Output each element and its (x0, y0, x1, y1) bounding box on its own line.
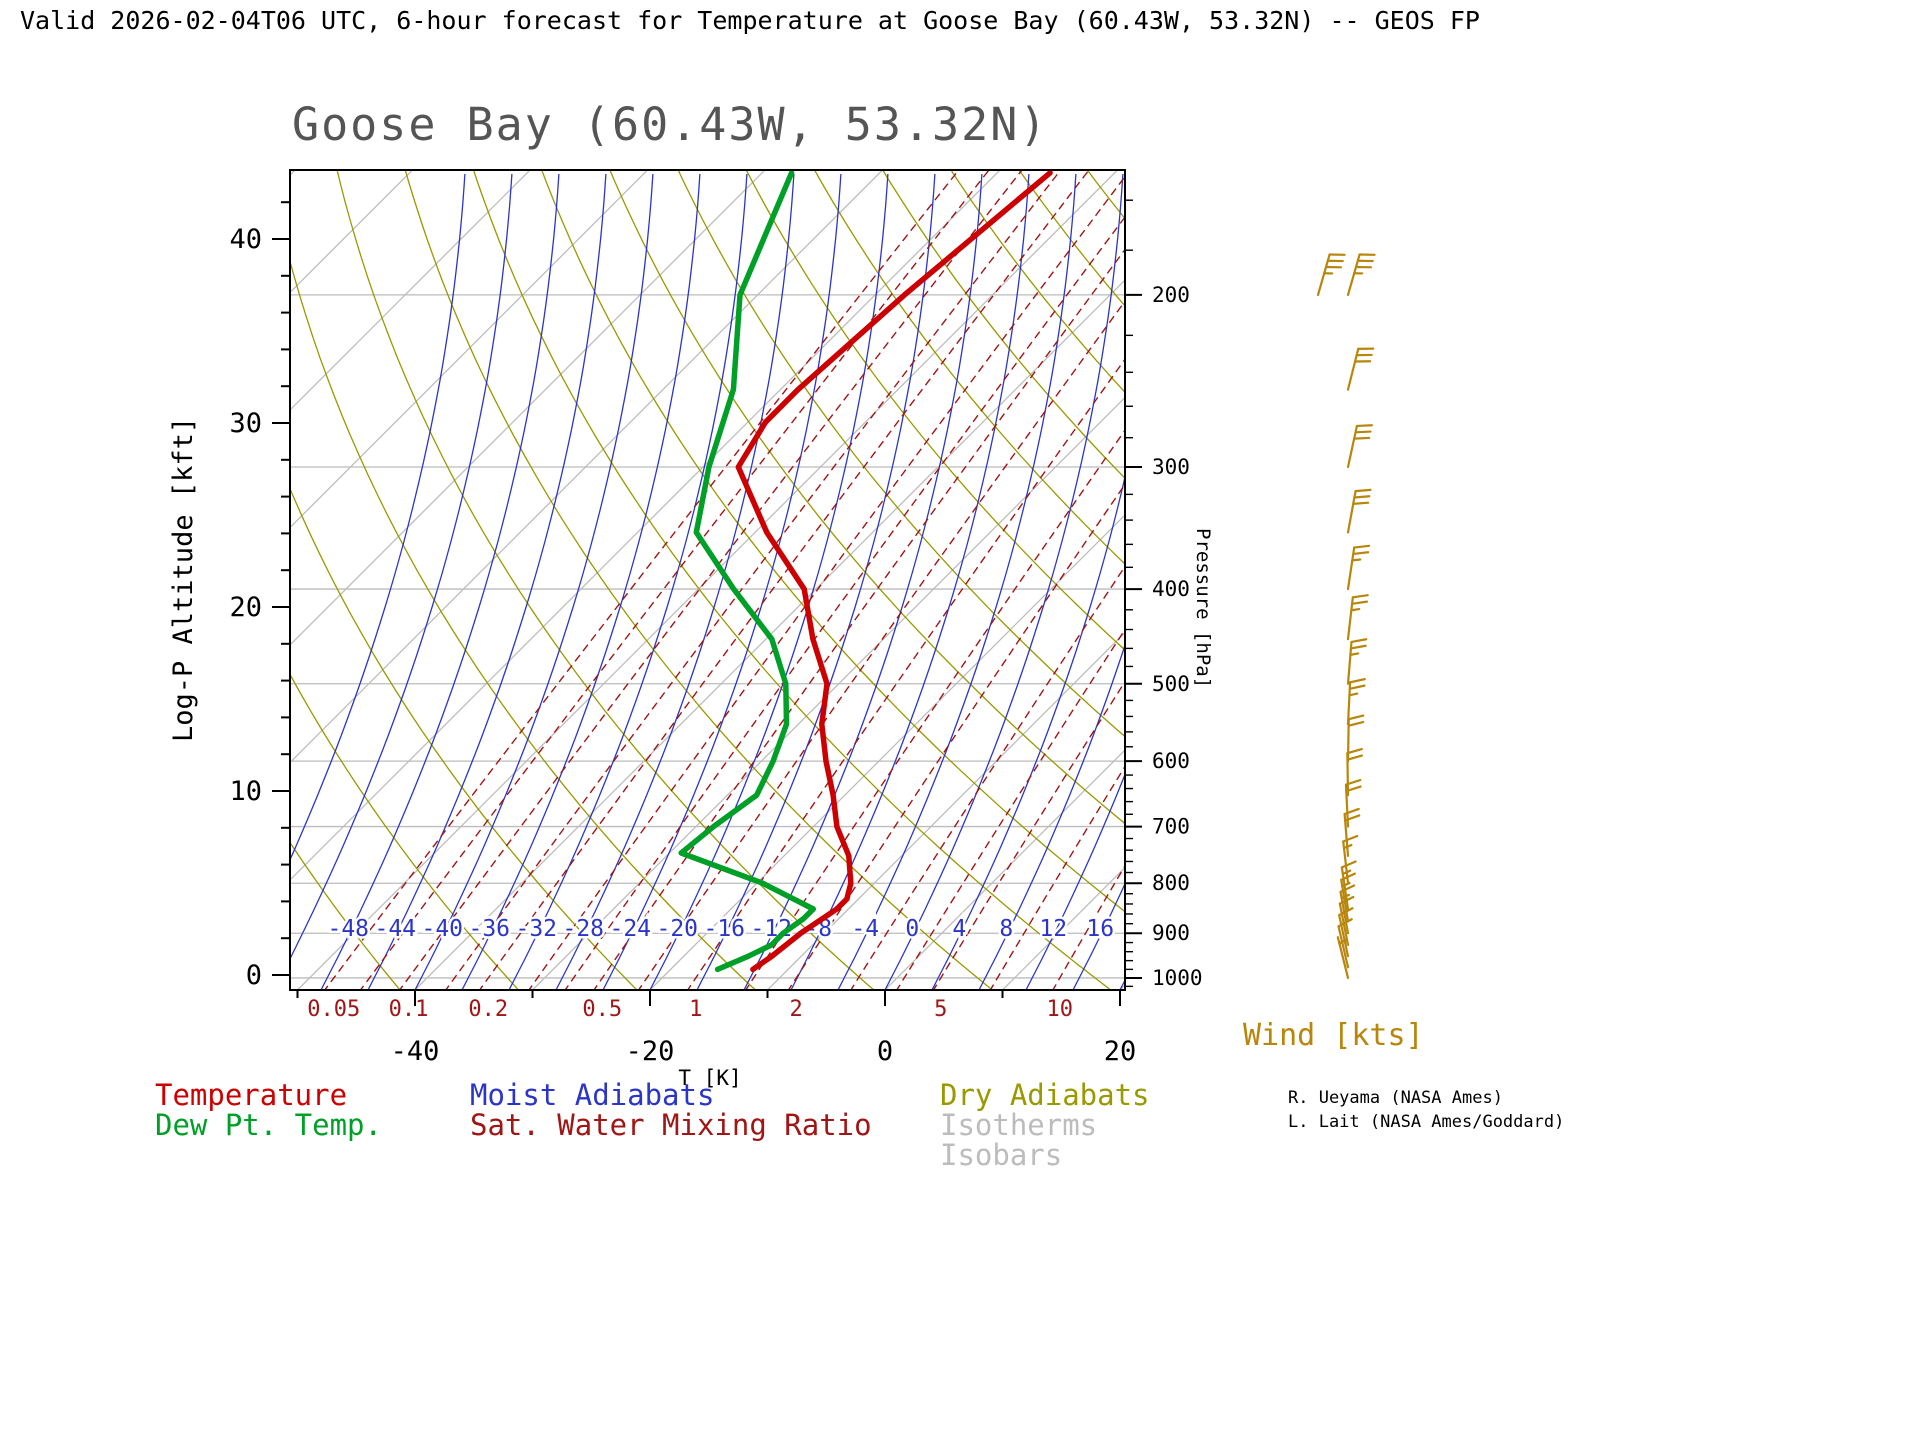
credit-line-2: L. Lait (NASA Ames/Goddard) (1288, 1112, 1565, 1132)
svg-text:30: 30 (229, 408, 262, 439)
moist-adiabats-layer (290, 173, 1125, 990)
legend-isotherms: Isotherms (940, 1108, 1098, 1142)
svg-text:300: 300 (1152, 455, 1190, 479)
svg-text:20: 20 (1104, 1036, 1137, 1067)
chart-title: Goose Bay (60.43W, 53.32N) (292, 98, 1049, 151)
dry-adiabats-layer (290, 170, 1125, 990)
svg-text:-20: -20 (656, 916, 698, 942)
legend-temperature: Temperature (155, 1078, 348, 1112)
svg-text:0.2: 0.2 (468, 997, 508, 1022)
svg-text:20: 20 (229, 592, 262, 623)
svg-text:12: 12 (1039, 916, 1067, 942)
svg-text:2: 2 (790, 997, 803, 1022)
temperature-dewpoint-profiles (678, 170, 1053, 973)
svg-text:0.1: 0.1 (389, 997, 429, 1022)
svg-text:800: 800 (1152, 871, 1190, 895)
svg-text:10: 10 (1047, 997, 1074, 1022)
svg-text:900: 900 (1152, 921, 1190, 945)
svg-text:0: 0 (877, 1036, 893, 1067)
svg-text:-40: -40 (421, 916, 463, 942)
svg-text:10: 10 (229, 776, 262, 807)
credit-line-1: R. Ueyama (NASA Ames) (1288, 1088, 1503, 1108)
svg-text:-4: -4 (851, 916, 879, 942)
svg-text:200: 200 (1152, 283, 1190, 307)
svg-text:5: 5 (934, 997, 947, 1022)
legend-mixing-ratio: Sat. Water Mixing Ratio (470, 1108, 872, 1142)
bottom-axis-label: T [K] (678, 1066, 742, 1090)
valid-time-header: Valid 2026-02-04T06 UTC, 6-hour forecast… (20, 6, 1480, 35)
svg-text:400: 400 (1152, 577, 1190, 601)
svg-text:0: 0 (905, 916, 919, 942)
svg-text:40: 40 (229, 224, 262, 255)
svg-text:4: 4 (952, 916, 966, 942)
svg-text:700: 700 (1152, 815, 1190, 839)
legend-dew-point: Dew Pt. Temp. (155, 1108, 382, 1142)
svg-text:0.5: 0.5 (582, 997, 622, 1022)
moist-adiabat-labels: -48 -44 -40 -36 -32 -28 -24 -20 -16 -12 -8 -4 0 4 8 12 1… (325, 914, 1117, 945)
svg-text:0: 0 (246, 960, 262, 991)
svg-text:0.05: 0.05 (307, 997, 360, 1022)
svg-text:-48: -48 (327, 916, 369, 942)
svg-text:-24: -24 (609, 916, 651, 942)
plot-frame (289, 169, 1126, 991)
svg-text:-20: -20 (626, 1036, 675, 1067)
svg-text:-16: -16 (703, 916, 745, 942)
svg-text:-28: -28 (562, 916, 604, 942)
svg-text:-32: -32 (515, 916, 557, 942)
svg-text:-44: -44 (374, 916, 416, 942)
svg-text:1: 1 (689, 997, 702, 1022)
mixing-ratio-labels: 0.05 0.1 0.2 0.5 1 2 5 10 (305, 995, 1075, 1024)
legend-moist-adiabats: Moist Adiabats (470, 1078, 715, 1112)
axis-ticks-and-labels: 0102030402003004005006007008009001000-40… (229, 199, 1203, 1067)
svg-text:-40: -40 (391, 1036, 440, 1067)
wind-barbs-column (1316, 253, 1376, 980)
svg-text:-36: -36 (468, 916, 510, 942)
mixing-ratio-layer (323, 170, 1125, 990)
svg-text:500: 500 (1152, 672, 1190, 696)
svg-text:16: 16 (1086, 916, 1114, 942)
legend-isobars: Isobars (940, 1138, 1063, 1172)
svg-text:600: 600 (1152, 749, 1190, 773)
legend-dry-adiabats: Dry Adiabats (940, 1078, 1150, 1112)
svg-text:1000: 1000 (1152, 966, 1203, 990)
wind-units-label: Wind [kts] (1243, 1018, 1424, 1053)
svg-text:8: 8 (999, 916, 1013, 942)
